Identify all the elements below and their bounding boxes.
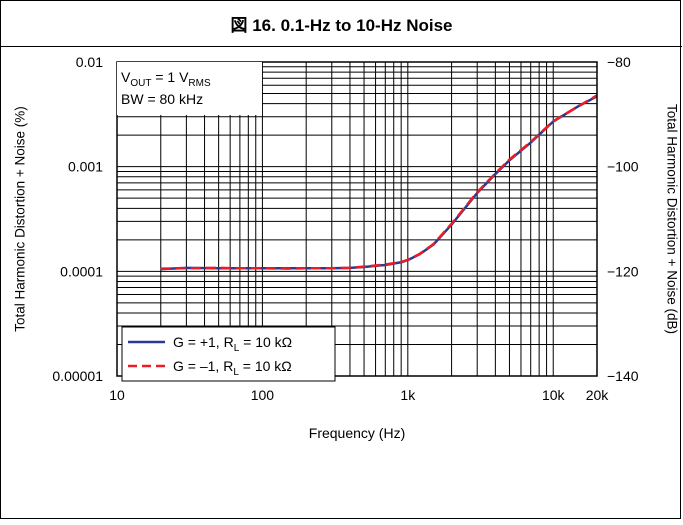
conditions-vout-value: = 1 V bbox=[151, 69, 189, 85]
legend-entry-2-suffix: = 10 kΩ bbox=[239, 358, 292, 374]
series-lines bbox=[160, 94, 598, 271]
legend-entry-1-suffix: = 10 kΩ bbox=[239, 334, 292, 350]
legend-entry-2-sub: L bbox=[233, 367, 239, 378]
axis-labels: 10 100 1k 10k 20k 0.01 0.001 0.0001 0.00001 −80 −1… bbox=[52, 54, 638, 403]
y2-tick-label: −80 bbox=[607, 54, 631, 70]
y-tick-label: 0.00001 bbox=[52, 368, 103, 384]
conditions-vout: V bbox=[121, 69, 131, 85]
x-axis-label: Frequency (Hz) bbox=[309, 425, 405, 441]
conditions-box-bg bbox=[117, 62, 262, 115]
plot-border bbox=[116, 61, 598, 377]
thd-noise-chart: 10 100 1k 10k 20k 0.01 0.001 0.0001 0.00001 −80 −1… bbox=[13, 54, 680, 441]
conditions-line-1: VOUT = 1 VRMS bbox=[121, 69, 211, 89]
y-tick-label: 0.01 bbox=[76, 54, 103, 70]
conditions-rms-sub: RMS bbox=[188, 78, 211, 89]
legend-entry-2: G = –1, RL = 10 kΩ bbox=[173, 358, 292, 378]
series-line-2 bbox=[160, 94, 598, 270]
y2-tick-label: −100 bbox=[607, 159, 639, 175]
legend-entry-1-name: G = +1, R bbox=[173, 334, 234, 350]
x-tick-label: 10 bbox=[109, 387, 125, 403]
y-tick-label: 0.0001 bbox=[60, 263, 103, 279]
conditions-line-2: BW = 80 kHz bbox=[121, 91, 203, 107]
figure-title: 図 16. 0.1-Hz to 10-Hz Noise bbox=[1, 1, 682, 47]
y2-tick-label: −140 bbox=[607, 368, 639, 384]
legend-entry-2-name: G = –1, R bbox=[173, 358, 233, 374]
legend-entry-1: G = +1, RL = 10 kΩ bbox=[173, 334, 292, 354]
conditions-box: VOUT = 1 VRMS BW = 80 kHz bbox=[117, 62, 262, 115]
x-tick-label: 10k bbox=[542, 387, 566, 403]
x-tick-label: 1k bbox=[400, 387, 416, 403]
legend-entry-1-sub: L bbox=[234, 343, 240, 354]
legend: G = +1, RL = 10 kΩ G = –1, RL = 10 kΩ bbox=[121, 326, 336, 382]
y2-axis-label: Total Harmonic Distortion + Noise (dB) bbox=[664, 104, 679, 334]
x-tick-label: 20k bbox=[586, 387, 610, 403]
legend-box bbox=[121, 326, 336, 382]
x-tick-label: 100 bbox=[251, 387, 275, 403]
conditions-vout-sub: OUT bbox=[130, 78, 151, 89]
y2-tick-label: −120 bbox=[607, 263, 639, 279]
y-tick-label: 0.001 bbox=[68, 159, 103, 175]
chart-container: 10 100 1k 10k 20k 0.01 0.001 0.0001 0.00001 −80 −1… bbox=[1, 48, 682, 520]
y-axis-label: Total Harmonic Distortion + Noise (%) bbox=[13, 106, 28, 331]
